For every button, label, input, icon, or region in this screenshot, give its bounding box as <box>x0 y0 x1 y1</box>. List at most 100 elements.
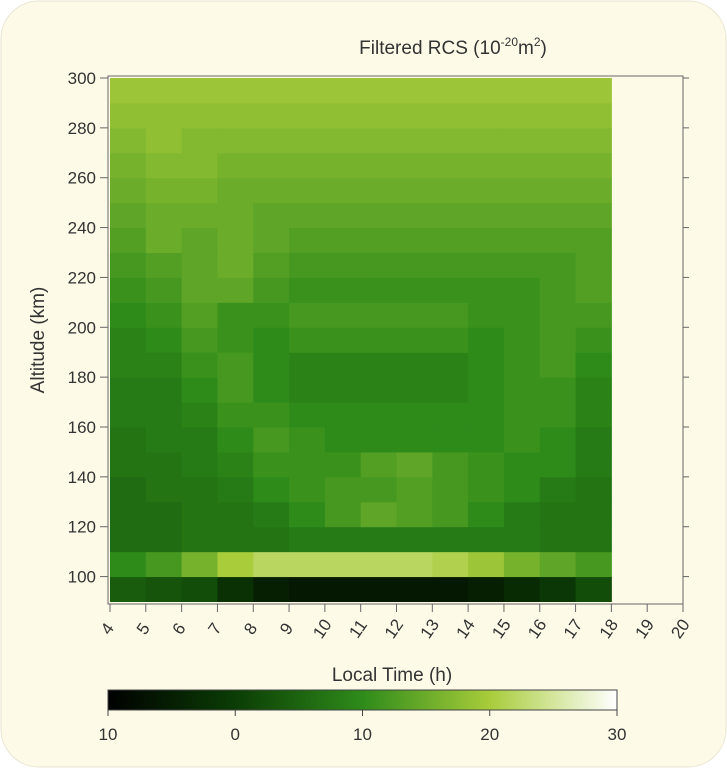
title-sup: 2 <box>534 35 541 49</box>
heatmap-cell <box>217 327 254 353</box>
heatmap-cell <box>217 78 254 104</box>
heatmap-cell <box>324 152 362 179</box>
heatmap-cell <box>396 551 433 578</box>
heatmap-cell <box>181 476 218 503</box>
heatmap-cell <box>468 152 505 179</box>
heatmap-cell <box>110 152 147 179</box>
heatmap-cell <box>539 177 577 204</box>
heatmap-cell <box>181 177 218 204</box>
heatmap-cell <box>324 78 362 104</box>
heatmap-cell <box>360 551 397 578</box>
heatmap-cell <box>145 302 183 328</box>
heatmap-cell <box>396 227 433 254</box>
heatmap-cell <box>253 551 290 578</box>
heatmap-cell <box>432 402 469 428</box>
heatmap-cell <box>324 427 362 453</box>
heatmap-cell <box>503 152 541 179</box>
heatmap-cell <box>110 177 147 204</box>
heatmap-cell <box>289 427 326 453</box>
title-text: Filtered RCS (10 <box>359 38 501 59</box>
heatmap-cell <box>360 252 397 278</box>
heatmap-cell <box>575 402 612 428</box>
heatmap-cell <box>253 177 290 204</box>
heatmap-cell <box>253 377 290 403</box>
heatmap-cell <box>324 227 362 254</box>
heatmap-cell <box>324 277 362 303</box>
heatmap-cell <box>539 551 577 578</box>
heatmap-cell <box>181 102 218 129</box>
heatmap-cell <box>217 576 254 603</box>
heatmap-cell <box>324 476 362 503</box>
heatmap-cell <box>503 377 541 403</box>
heatmap-cell <box>503 526 541 553</box>
heatmap-cell <box>396 427 433 453</box>
heatmap-cell <box>396 501 433 528</box>
heatmap-cell <box>503 127 541 154</box>
heatmap-cell <box>432 227 469 254</box>
heatmap-cell <box>289 576 326 603</box>
heatmap-cell <box>539 377 577 403</box>
heatmap-cell <box>289 377 326 403</box>
heatmap-cell <box>575 202 612 229</box>
heatmap-cell <box>503 327 541 353</box>
heatmap-cell <box>468 551 505 578</box>
heatmap-cell <box>575 227 612 254</box>
heatmap-cell <box>324 402 362 428</box>
heatmap-cell <box>324 526 362 553</box>
heatmap-cell <box>253 78 290 104</box>
heatmap-cell <box>217 377 254 403</box>
y-tick-label: 280 <box>68 119 96 138</box>
heatmap-cell <box>539 277 577 303</box>
heatmap-cell <box>468 177 505 204</box>
heatmap-cell <box>432 252 469 278</box>
heatmap-cell <box>289 402 326 428</box>
y-tick-label: 220 <box>68 268 96 287</box>
colorbar-tick-label: 10 <box>353 725 372 744</box>
heatmap-cell <box>468 78 505 104</box>
heatmap-cell <box>217 551 254 578</box>
heatmap-cell <box>503 177 541 204</box>
y-tick-label: 300 <box>68 69 96 88</box>
heatmap-cell <box>181 277 218 303</box>
heatmap-cell <box>145 501 183 528</box>
heatmap-cell <box>324 327 362 353</box>
heatmap-cell <box>503 352 541 378</box>
heatmap-cell <box>289 476 326 503</box>
heatmap-cell <box>217 177 254 204</box>
heatmap-cell <box>253 526 290 553</box>
heatmap-cell <box>110 427 147 453</box>
heatmap-cell <box>289 202 326 229</box>
heatmap-cell <box>468 127 505 154</box>
heatmap-cell <box>145 252 183 278</box>
heatmap-cell <box>396 476 433 503</box>
heatmap-cell <box>145 327 183 353</box>
heatmap-cell <box>289 227 326 254</box>
heatmap-cell <box>217 402 254 428</box>
heatmap-cell <box>253 327 290 353</box>
heatmap-cell <box>539 402 577 428</box>
heatmap-cell <box>503 202 541 229</box>
colorbar-tick-label: 10 <box>99 725 118 744</box>
heatmap-cell <box>575 277 612 303</box>
plot-frame <box>107 75 684 605</box>
heatmap-cell <box>217 352 254 378</box>
heatmap-cell <box>503 302 541 328</box>
heatmap-cell <box>181 551 218 578</box>
y-tick-label: 140 <box>68 468 96 487</box>
heatmap-cell <box>324 202 362 229</box>
heatmap-cell <box>324 451 362 478</box>
heatmap-cell <box>468 402 505 428</box>
heatmap-cell <box>539 526 577 553</box>
heatmap-cell <box>110 78 147 104</box>
heatmap-cell <box>360 152 397 179</box>
heatmap-cell <box>503 102 541 129</box>
heatmap-cell <box>575 152 612 179</box>
heatmap-cell <box>110 352 147 378</box>
heatmap-cell <box>253 202 290 229</box>
heatmap-cell <box>110 227 147 254</box>
title-text: ) <box>541 38 547 59</box>
heatmap-cell <box>396 576 433 603</box>
heatmap-cell <box>110 402 147 428</box>
heatmap-cell <box>217 476 254 503</box>
heatmap-cell <box>110 202 147 229</box>
